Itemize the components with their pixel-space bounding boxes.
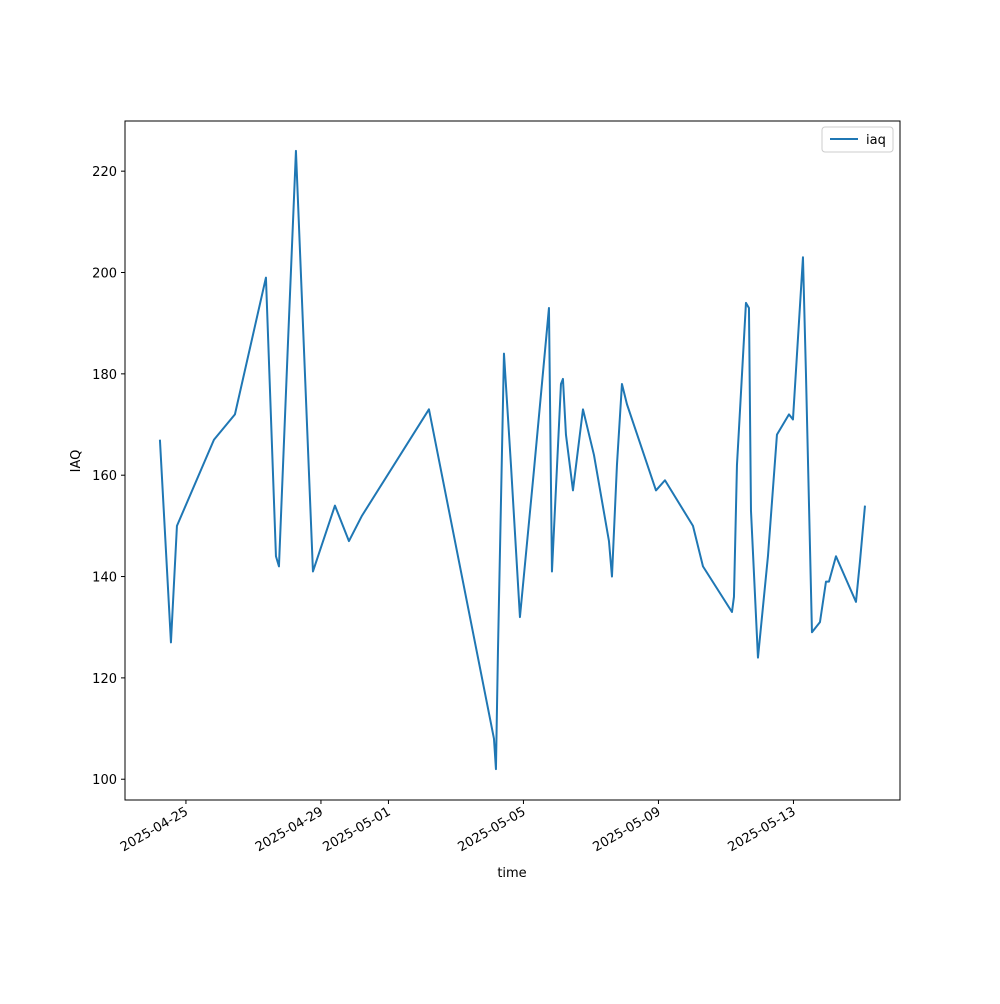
x-tick-label: 2025-05-05: [456, 804, 529, 855]
y-tick-label: 160: [92, 469, 117, 484]
y-tick-label: 140: [92, 571, 117, 586]
data-line: [158, 149, 866, 771]
y-tick-label: 200: [92, 267, 117, 282]
y-tick-label: 120: [92, 672, 117, 687]
y-tick-label: 100: [92, 773, 117, 788]
y-tick-label: 180: [92, 368, 117, 383]
x-tick-label: 2025-05-09: [591, 804, 664, 855]
x-axis-label: time: [497, 866, 526, 881]
x-tick-label: 2025-04-29: [253, 804, 326, 855]
x-tick-label: 2025-05-13: [726, 804, 799, 855]
x-tick-label: 2025-04-25: [118, 804, 191, 855]
y-tick-label: 220: [92, 165, 117, 180]
legend-label: iaq: [866, 133, 886, 148]
plot-area: [124, 120, 901, 801]
y-axis-label: IAQ: [69, 450, 84, 473]
x-tick-label: 2025-05-01: [321, 804, 394, 855]
